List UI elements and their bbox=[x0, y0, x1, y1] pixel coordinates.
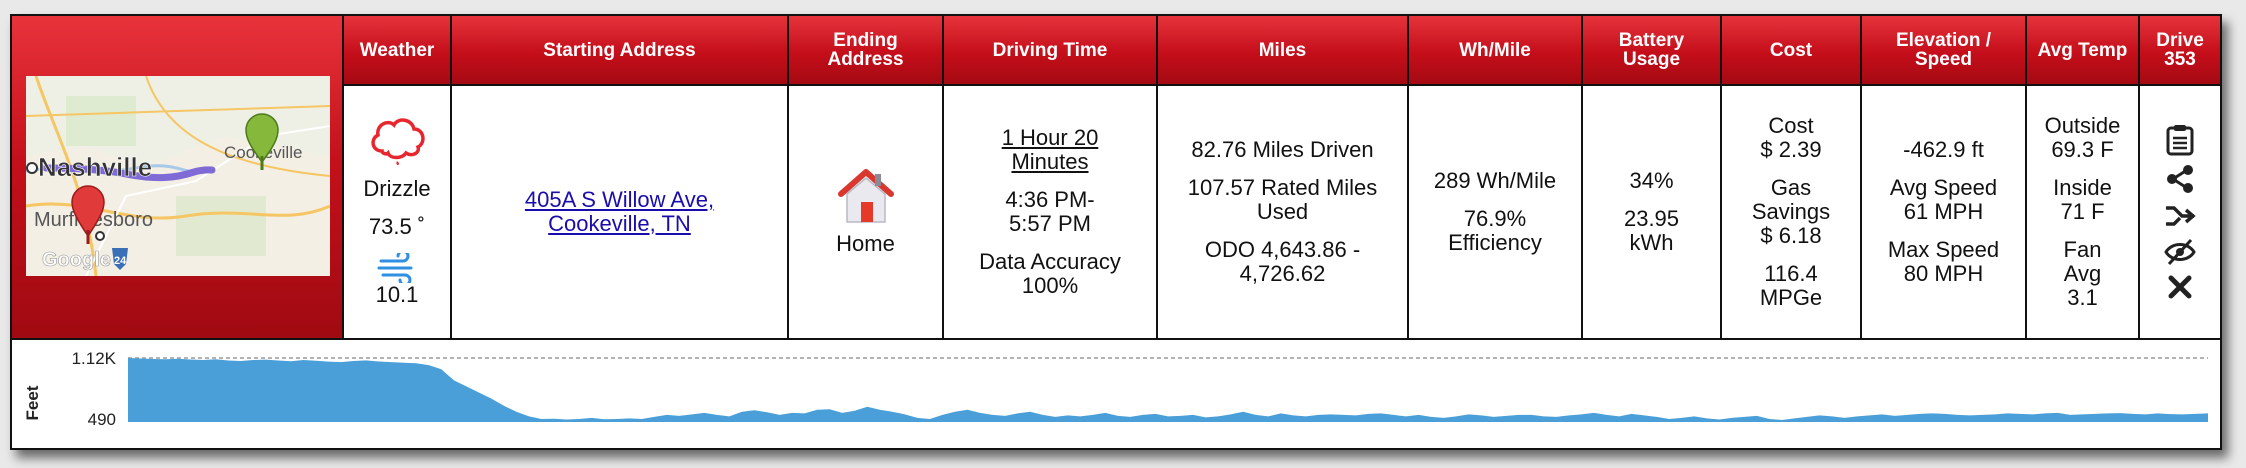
header-miles: Miles bbox=[1158, 16, 1409, 86]
elevation-axis-title: Feet bbox=[23, 385, 42, 420]
fan-avg-label1: Fan bbox=[2063, 237, 2102, 262]
rated-miles-line1: 107.57 Rated Miles bbox=[1187, 175, 1378, 200]
odometer-line1: ODO 4,643.86 - bbox=[1204, 237, 1361, 262]
wind-speed: 10.1 bbox=[375, 282, 419, 307]
end-pin-icon bbox=[71, 185, 105, 244]
elevation-speed-cell: -462.9 ft Avg Speed 61 MPH Max Speed 80 … bbox=[1862, 86, 2027, 340]
starting-address-cell: 405A S Willow Ave, Cookeville, TN bbox=[452, 86, 789, 340]
close-icon[interactable] bbox=[2167, 274, 2193, 300]
gas-savings-label1: Gas bbox=[1770, 175, 1812, 200]
gas-savings-value: $ 6.18 bbox=[1760, 223, 1822, 248]
efficiency-value: 76.9% bbox=[1463, 206, 1527, 231]
header-avg-temp: Avg Temp bbox=[2027, 16, 2140, 86]
ytick-max: 1.12K bbox=[72, 349, 117, 368]
header-driving-time: Driving Time bbox=[944, 16, 1158, 86]
header-weather: Weather bbox=[344, 16, 452, 86]
odometer-line2: 4,726.62 bbox=[1239, 261, 1326, 286]
miles-cell: 82.76 Miles Driven 107.57 Rated Miles Us… bbox=[1158, 86, 1409, 340]
header-drive-number: Drive 353 bbox=[2140, 16, 2220, 86]
cost-value: $ 2.39 bbox=[1760, 137, 1822, 162]
share-icon[interactable] bbox=[2165, 164, 2195, 194]
elevation-change: -462.9 ft bbox=[1903, 137, 1984, 162]
battery-usage-cell: 34% 23.95 kWh bbox=[1583, 86, 1722, 340]
route-map-cell: Nashville Cookeville Murfreesboro Google… bbox=[12, 16, 344, 340]
data-accuracy-label: Data Accuracy bbox=[979, 249, 1121, 274]
header-starting-address: Starting Address bbox=[452, 16, 789, 86]
elevation-chart-svg: Feet 1.12K 490 bbox=[23, 349, 2208, 429]
interstate-shield: 24 bbox=[114, 255, 127, 267]
clipboard-icon[interactable] bbox=[2165, 124, 2195, 156]
rated-miles-line2: Used bbox=[1256, 199, 1309, 224]
fan-avg-label2: Avg bbox=[2063, 261, 2102, 286]
header-ending-address: Ending Address bbox=[789, 16, 944, 86]
battery-kwh-unit: kWh bbox=[1629, 230, 1674, 255]
driving-time-range-line2: 5:57 PM bbox=[1009, 211, 1091, 236]
ending-address-cell: Home bbox=[789, 86, 944, 340]
driving-duration-line2: Minutes bbox=[1011, 149, 1089, 174]
inside-temp-label: Inside bbox=[2053, 175, 2112, 200]
cost-cell: Cost $ 2.39 Gas Savings $ 6.18 116.4 MPG… bbox=[1722, 86, 1862, 340]
max-speed-value: 80 MPH bbox=[1903, 261, 1984, 286]
drive-actions-cell bbox=[2140, 86, 2220, 340]
weather-temperature: 73.5 ˚ bbox=[368, 214, 426, 239]
wind-icon bbox=[377, 253, 413, 283]
cost-label: Cost bbox=[1768, 113, 1814, 138]
avg-temp-cell: Outside 69.3 F Inside 71 F Fan Avg 3.1 bbox=[2027, 86, 2140, 340]
trip-card: Nashville Cookeville Murfreesboro Google… bbox=[10, 14, 2222, 450]
battery-percent: 34% bbox=[1629, 168, 1674, 193]
weather-cell: Drizzle 73.5 ˚ 10.1 bbox=[344, 86, 452, 340]
drizzle-cloud-icon bbox=[371, 118, 425, 166]
weather-condition: Drizzle bbox=[363, 176, 431, 201]
inside-temp-value: 71 F bbox=[2060, 199, 2105, 224]
home-icon bbox=[837, 169, 894, 223]
google-logo: Google bbox=[42, 249, 111, 271]
battery-kwh-value: 23.95 bbox=[1623, 206, 1680, 231]
merge-icon[interactable] bbox=[2164, 202, 2196, 230]
header-cost: Cost bbox=[1722, 16, 1862, 86]
hide-icon[interactable] bbox=[2164, 238, 2196, 266]
map-label-nashville: Nashville bbox=[38, 152, 152, 182]
driving-duration-line1: 1 Hour 20 bbox=[1001, 125, 1099, 150]
starting-address-line2: Cookeville, TN bbox=[548, 211, 691, 236]
header-battery-usage: Battery Usage bbox=[1583, 16, 1722, 86]
route-map[interactable]: Nashville Cookeville Murfreesboro Google… bbox=[26, 76, 330, 276]
driving-time-cell: 1 Hour 20 Minutes 4:36 PM- 5:57 PM Data … bbox=[944, 86, 1158, 340]
outside-temp-label: Outside bbox=[2044, 113, 2121, 138]
header-wh-mile: Wh/Mile bbox=[1409, 16, 1583, 86]
route-line bbox=[42, 164, 216, 182]
trip-summary-table: Nashville Cookeville Murfreesboro Google… bbox=[12, 16, 2220, 340]
start-pin-icon bbox=[245, 113, 279, 170]
header-elevation-speed: Elevation / Speed bbox=[1862, 16, 2027, 86]
starting-address-link[interactable]: 405A S Willow Ave, Cookeville, TN bbox=[525, 188, 714, 236]
gas-savings-label2: Savings bbox=[1751, 199, 1831, 224]
mpge-unit: MPGe bbox=[1759, 285, 1823, 310]
outside-temp-value: 69.3 F bbox=[2051, 137, 2114, 162]
wh-per-mile: 289 Wh/Mile bbox=[1433, 168, 1557, 193]
ending-address-label: Home bbox=[836, 231, 895, 256]
driving-duration[interactable]: 1 Hour 20 Minutes bbox=[1002, 126, 1099, 174]
starting-address-line1: 405A S Willow Ave, bbox=[524, 187, 715, 212]
wh-mile-cell: 289 Wh/Mile 76.9% Efficiency bbox=[1409, 86, 1583, 340]
avg-speed-label: Avg Speed bbox=[1889, 175, 1998, 200]
mpge-value: 116.4 bbox=[1764, 261, 1818, 286]
driving-time-range-line1: 4:36 PM- bbox=[1005, 187, 1095, 212]
avg-speed-value: 61 MPH bbox=[1903, 199, 1984, 224]
data-accuracy-value: 100% bbox=[1021, 273, 1079, 298]
miles-driven: 82.76 Miles Driven bbox=[1191, 137, 1374, 162]
max-speed-label: Max Speed bbox=[1887, 237, 2000, 262]
elevation-chart: Feet 1.12K 490 bbox=[12, 340, 2220, 448]
elevation-area bbox=[128, 358, 2208, 422]
fan-avg-value: 3.1 bbox=[2067, 285, 2098, 310]
efficiency-label: Efficiency bbox=[1448, 230, 1542, 255]
ytick-min: 490 bbox=[88, 410, 116, 429]
